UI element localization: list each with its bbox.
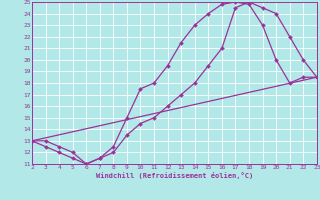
X-axis label: Windchill (Refroidissement éolien,°C): Windchill (Refroidissement éolien,°C) [96,172,253,179]
